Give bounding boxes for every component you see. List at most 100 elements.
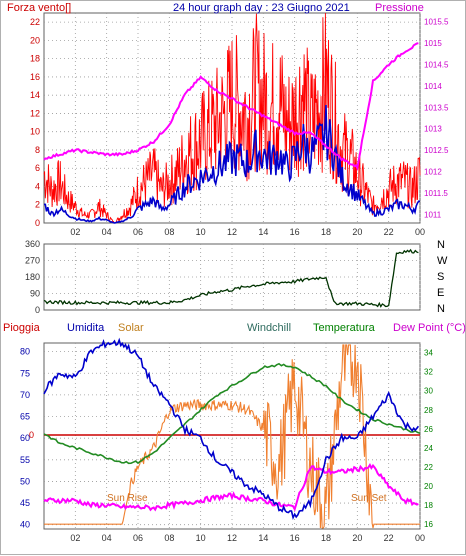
x-tick-label: 16 [290, 227, 300, 237]
y-left-tick-label: 18 [30, 54, 40, 64]
sunset-annotation: Sun Set [351, 493, 387, 504]
temperature-humidity-chart: 4045505560657075801618202224262830323402… [20, 337, 433, 543]
y-right-tick-label: 1014 [424, 82, 442, 91]
y-left-tick-label: 50 [20, 476, 30, 486]
y-left-tick-label: 60 [20, 433, 30, 443]
y-right-tick-label: 32 [424, 368, 433, 377]
y-right-tick-label: 26 [424, 425, 433, 434]
x-tick-label: 18 [321, 227, 331, 237]
wind-strength-label: Forza vento[] [7, 2, 72, 14]
y-right-tick-label: 28 [424, 406, 433, 415]
y-left-tick-label: 90 [30, 289, 40, 299]
y-left-tick-label: 4 [35, 181, 40, 191]
y-left-tick-label: 20 [30, 35, 40, 45]
x-tick-label: 08 [164, 533, 174, 543]
wind-pressure-chart: 024681012141618202210111011.510121012.51… [30, 12, 449, 237]
wind-direction-chart: 0 90 180 270 360 [25, 239, 421, 315]
windchill-label: Windchill [247, 322, 292, 334]
y-left-tick-label: 12 [30, 108, 40, 118]
y-right-tick-label: 16 [424, 520, 433, 529]
y-left-tick-label: 45 [20, 498, 30, 508]
pressure-line [43, 42, 419, 172]
x-tick-label: 00 [415, 533, 425, 543]
x-tick-label: 12 [227, 533, 237, 543]
temperature-line [43, 362, 421, 465]
y-left-tick-label: 65 [20, 412, 30, 422]
y-right-tick-label: 1013 [424, 125, 442, 134]
compass-s: S [437, 271, 445, 283]
x-tick-label: 10 [196, 227, 206, 237]
y-right-tick-label: 20 [424, 482, 433, 491]
rain-zero-label: 0 [29, 430, 34, 440]
graph-title: 24 hour graph day : 23 Giugno 2021 [173, 2, 350, 14]
solar-label: Solar [118, 322, 144, 334]
pressure-label: Pressione [375, 2, 424, 14]
humidity-line [43, 337, 420, 520]
rain-label: Pioggia [3, 322, 40, 334]
y-left-tick-label: 0 [35, 218, 40, 228]
y-left-tick-label: 80 [20, 347, 30, 357]
x-tick-label: 04 [102, 533, 112, 543]
y-left-tick-label: 40 [20, 520, 30, 530]
x-tick-label: 08 [164, 227, 174, 237]
y-left-tick-label: 6 [35, 163, 40, 173]
sunrise-annotation: Sun Rise [107, 493, 148, 504]
y-right-tick-label: 1014.5 [424, 60, 449, 69]
wind-average-line [43, 104, 421, 224]
compass-e: E [437, 287, 445, 299]
y-left-tick-label: 14 [30, 90, 40, 100]
y-right-tick-label: 24 [424, 444, 433, 453]
y-right-tick-label: 1015 [424, 39, 442, 48]
solar-line [44, 344, 420, 529]
y-left-tick-label: 2 [35, 200, 40, 210]
wind-speed-line [43, 12, 421, 224]
x-tick-label: 14 [258, 227, 268, 237]
y-left-tick-label: 8 [35, 145, 40, 155]
x-tick-label: 02 [70, 227, 80, 237]
x-tick-label: 22 [384, 533, 394, 543]
y-right-tick-label: 1015.5 [424, 18, 449, 27]
y-left-tick-label: 22 [30, 17, 40, 27]
x-tick-label: 20 [352, 533, 362, 543]
y-right-tick-label: 1011.5 [424, 189, 448, 198]
x-tick-label: 16 [290, 533, 300, 543]
compass-n-top: N [437, 239, 445, 251]
y-left-tick-label: 180 [25, 272, 40, 282]
y-right-tick-label: 1012.5 [424, 146, 449, 155]
y-left-tick-label: 360 [25, 239, 40, 249]
y-right-tick-label: 34 [424, 349, 433, 358]
x-tick-label: 22 [384, 227, 394, 237]
y-left-tick-label: 55 [20, 455, 30, 465]
x-tick-label: 12 [227, 227, 237, 237]
x-tick-label: 20 [352, 227, 362, 237]
compass-n-bottom: N [437, 303, 445, 315]
y-left-tick-label: 10 [30, 127, 40, 137]
compass-w: W [437, 255, 448, 267]
y-left-tick-label: 70 [20, 390, 30, 400]
dewpoint-label: Dew Point (°C) [393, 322, 466, 334]
x-tick-label: 14 [258, 533, 268, 543]
y-right-tick-label: 18 [424, 501, 433, 510]
x-tick-label: 02 [70, 533, 80, 543]
x-tick-label: 10 [196, 533, 206, 543]
wind-direction-line [43, 248, 419, 308]
temperature-label: Temperatura [313, 322, 375, 334]
x-tick-label: 00 [415, 227, 425, 237]
x-tick-label: 06 [133, 533, 143, 543]
y-left-tick-label: 270 [25, 256, 40, 266]
humidity-label: Umidita [67, 322, 105, 334]
y-left-tick-label: 75 [20, 368, 30, 378]
y-left-tick-label: 0 [35, 305, 40, 315]
y-right-tick-label: 1011 [424, 210, 442, 219]
y-right-tick-label: 30 [424, 387, 433, 396]
y-right-tick-label: 1012 [424, 168, 442, 177]
y-right-tick-label: 22 [424, 463, 433, 472]
x-tick-label: 18 [321, 533, 331, 543]
dewpoint-line [43, 462, 419, 512]
x-tick-label: 04 [102, 227, 112, 237]
y-right-tick-label: 1013.5 [424, 103, 449, 112]
y-left-tick-label: 16 [30, 72, 40, 82]
x-tick-label: 06 [133, 227, 143, 237]
